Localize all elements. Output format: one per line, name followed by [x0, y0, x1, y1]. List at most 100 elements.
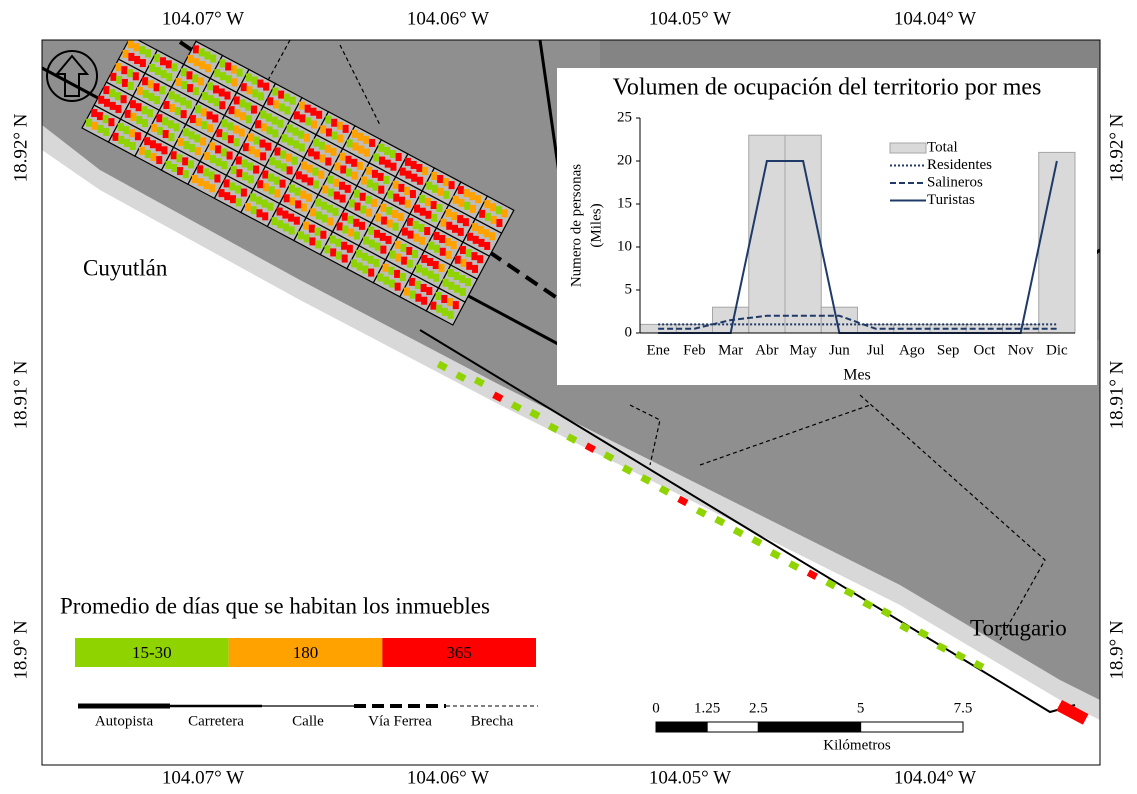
legend-label: 180: [293, 643, 319, 662]
building: [388, 191, 394, 199]
building: [422, 167, 428, 175]
building: [272, 129, 278, 137]
building: [337, 122, 343, 130]
building: [247, 163, 253, 171]
building: [404, 187, 410, 195]
road-legend-label: Brecha: [471, 713, 514, 729]
building: [454, 285, 460, 293]
building: [136, 116, 142, 124]
legend-swatch: [890, 143, 926, 153]
building: [304, 234, 310, 242]
building: [348, 229, 354, 237]
building: [381, 204, 387, 212]
building: [401, 244, 407, 252]
building: [464, 202, 470, 210]
building: [175, 107, 181, 115]
building: [267, 203, 273, 211]
building: [359, 222, 365, 230]
building: [369, 240, 375, 248]
building: [174, 94, 180, 102]
building: [271, 217, 277, 225]
building: [236, 169, 242, 177]
bar: [1039, 152, 1075, 333]
building: [327, 205, 333, 213]
building: [314, 151, 320, 159]
building: [436, 305, 442, 313]
building: [163, 101, 169, 109]
building: [274, 177, 280, 185]
building: [319, 142, 325, 150]
building: [139, 147, 145, 155]
building: [326, 128, 332, 136]
x-tick-label: Feb: [683, 342, 706, 358]
building: [353, 219, 359, 227]
building: [278, 91, 284, 99]
building: [313, 139, 319, 147]
building: [433, 261, 439, 269]
building: [214, 69, 220, 77]
building: [247, 86, 253, 94]
building: [363, 237, 369, 245]
building: [282, 134, 288, 142]
building: [414, 205, 420, 213]
building: [224, 192, 230, 200]
building: [436, 204, 442, 212]
building: [340, 195, 346, 203]
building: [200, 137, 206, 145]
building: [296, 171, 302, 179]
building: [237, 69, 243, 77]
building: [396, 153, 402, 161]
building: [230, 195, 236, 203]
building: [452, 225, 458, 233]
building: [177, 167, 183, 175]
building: [386, 236, 392, 244]
building: [280, 180, 286, 188]
y-axis-label: (Miles): [588, 203, 604, 247]
building: [417, 177, 423, 185]
building: [140, 59, 146, 67]
building: [263, 183, 269, 191]
building: [400, 168, 406, 176]
building: [354, 190, 360, 198]
building: [322, 185, 328, 193]
building: [378, 186, 384, 194]
building: [295, 188, 301, 196]
building: [463, 218, 469, 226]
building: [266, 114, 272, 122]
building: [174, 123, 180, 131]
building: [484, 242, 490, 250]
building: [272, 88, 278, 96]
building: [118, 123, 124, 131]
lat-label: 18.92° N: [10, 113, 31, 182]
building: [320, 154, 326, 162]
building: [300, 114, 306, 122]
building: [254, 137, 260, 145]
building: [310, 108, 316, 116]
building: [121, 66, 127, 74]
building: [134, 43, 140, 51]
building: [400, 273, 406, 281]
building: [189, 131, 195, 139]
building: [241, 83, 247, 91]
building: [224, 92, 230, 100]
building: [308, 148, 314, 156]
building: [228, 135, 234, 143]
building: [415, 281, 421, 289]
building: [441, 219, 447, 227]
building: [148, 93, 154, 101]
x-tick-label: Sep: [937, 342, 960, 358]
building: [277, 220, 283, 228]
building: [472, 223, 478, 231]
building: [502, 209, 508, 217]
building: [205, 64, 211, 72]
place-label: Cuyutlán: [83, 255, 168, 280]
building: [318, 171, 324, 179]
building: [458, 186, 464, 194]
building: [303, 222, 309, 230]
lon-label: 104.07° W: [162, 8, 244, 29]
building: [368, 256, 374, 264]
building: [485, 213, 491, 221]
building: [393, 194, 399, 202]
building: [336, 251, 342, 259]
scale-segment: [861, 722, 963, 732]
